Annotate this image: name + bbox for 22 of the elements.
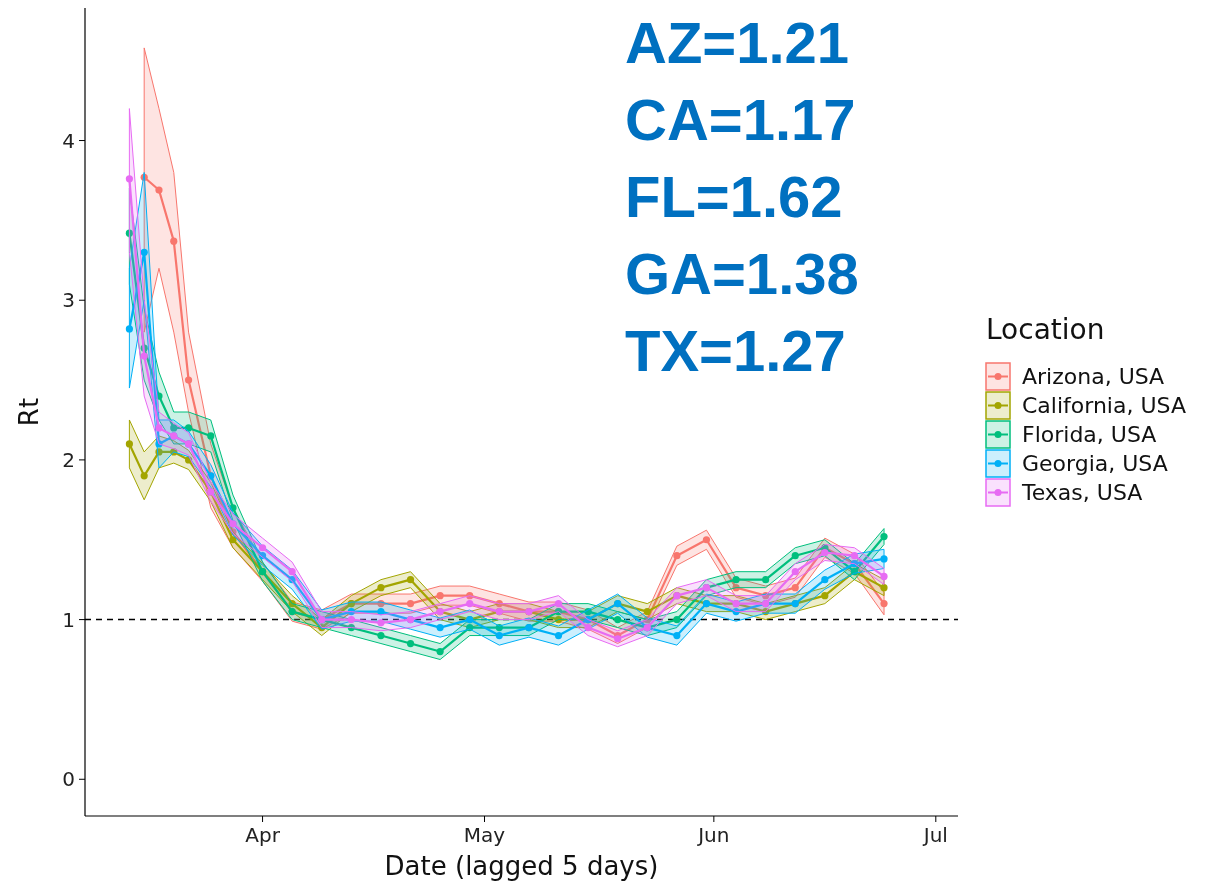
y-tick-label: 2 — [62, 447, 75, 472]
y-axis-title: Rt — [14, 397, 44, 427]
y-tick-label: 4 — [62, 128, 75, 153]
annotation: AZ=1.21 — [625, 10, 850, 75]
x-tick-label: Apr — [245, 823, 281, 847]
x-tick-label: Jun — [696, 823, 730, 847]
x-axis-title: Date (lagged 5 days) — [384, 851, 659, 881]
legend-title: Location — [986, 313, 1105, 346]
legend-label: Florida, USA — [1022, 422, 1157, 448]
x-tick-label: May — [463, 823, 506, 847]
annotation: CA=1.17 — [625, 87, 856, 152]
legend-label: Arizona, USA — [1022, 364, 1165, 390]
y-tick-label: 1 — [62, 607, 75, 632]
legend-label: California, USA — [1022, 393, 1186, 419]
legend-label: Georgia, USA — [1022, 451, 1168, 477]
y-tick-label: 3 — [62, 288, 75, 313]
legend-label: Texas, USA — [1021, 480, 1143, 506]
annotation: GA=1.38 — [625, 241, 859, 306]
y-tick-label: 0 — [62, 767, 75, 792]
x-tick-label: Jul — [921, 823, 948, 847]
annotation: FL=1.62 — [625, 164, 843, 229]
annotation: TX=1.27 — [625, 318, 846, 383]
